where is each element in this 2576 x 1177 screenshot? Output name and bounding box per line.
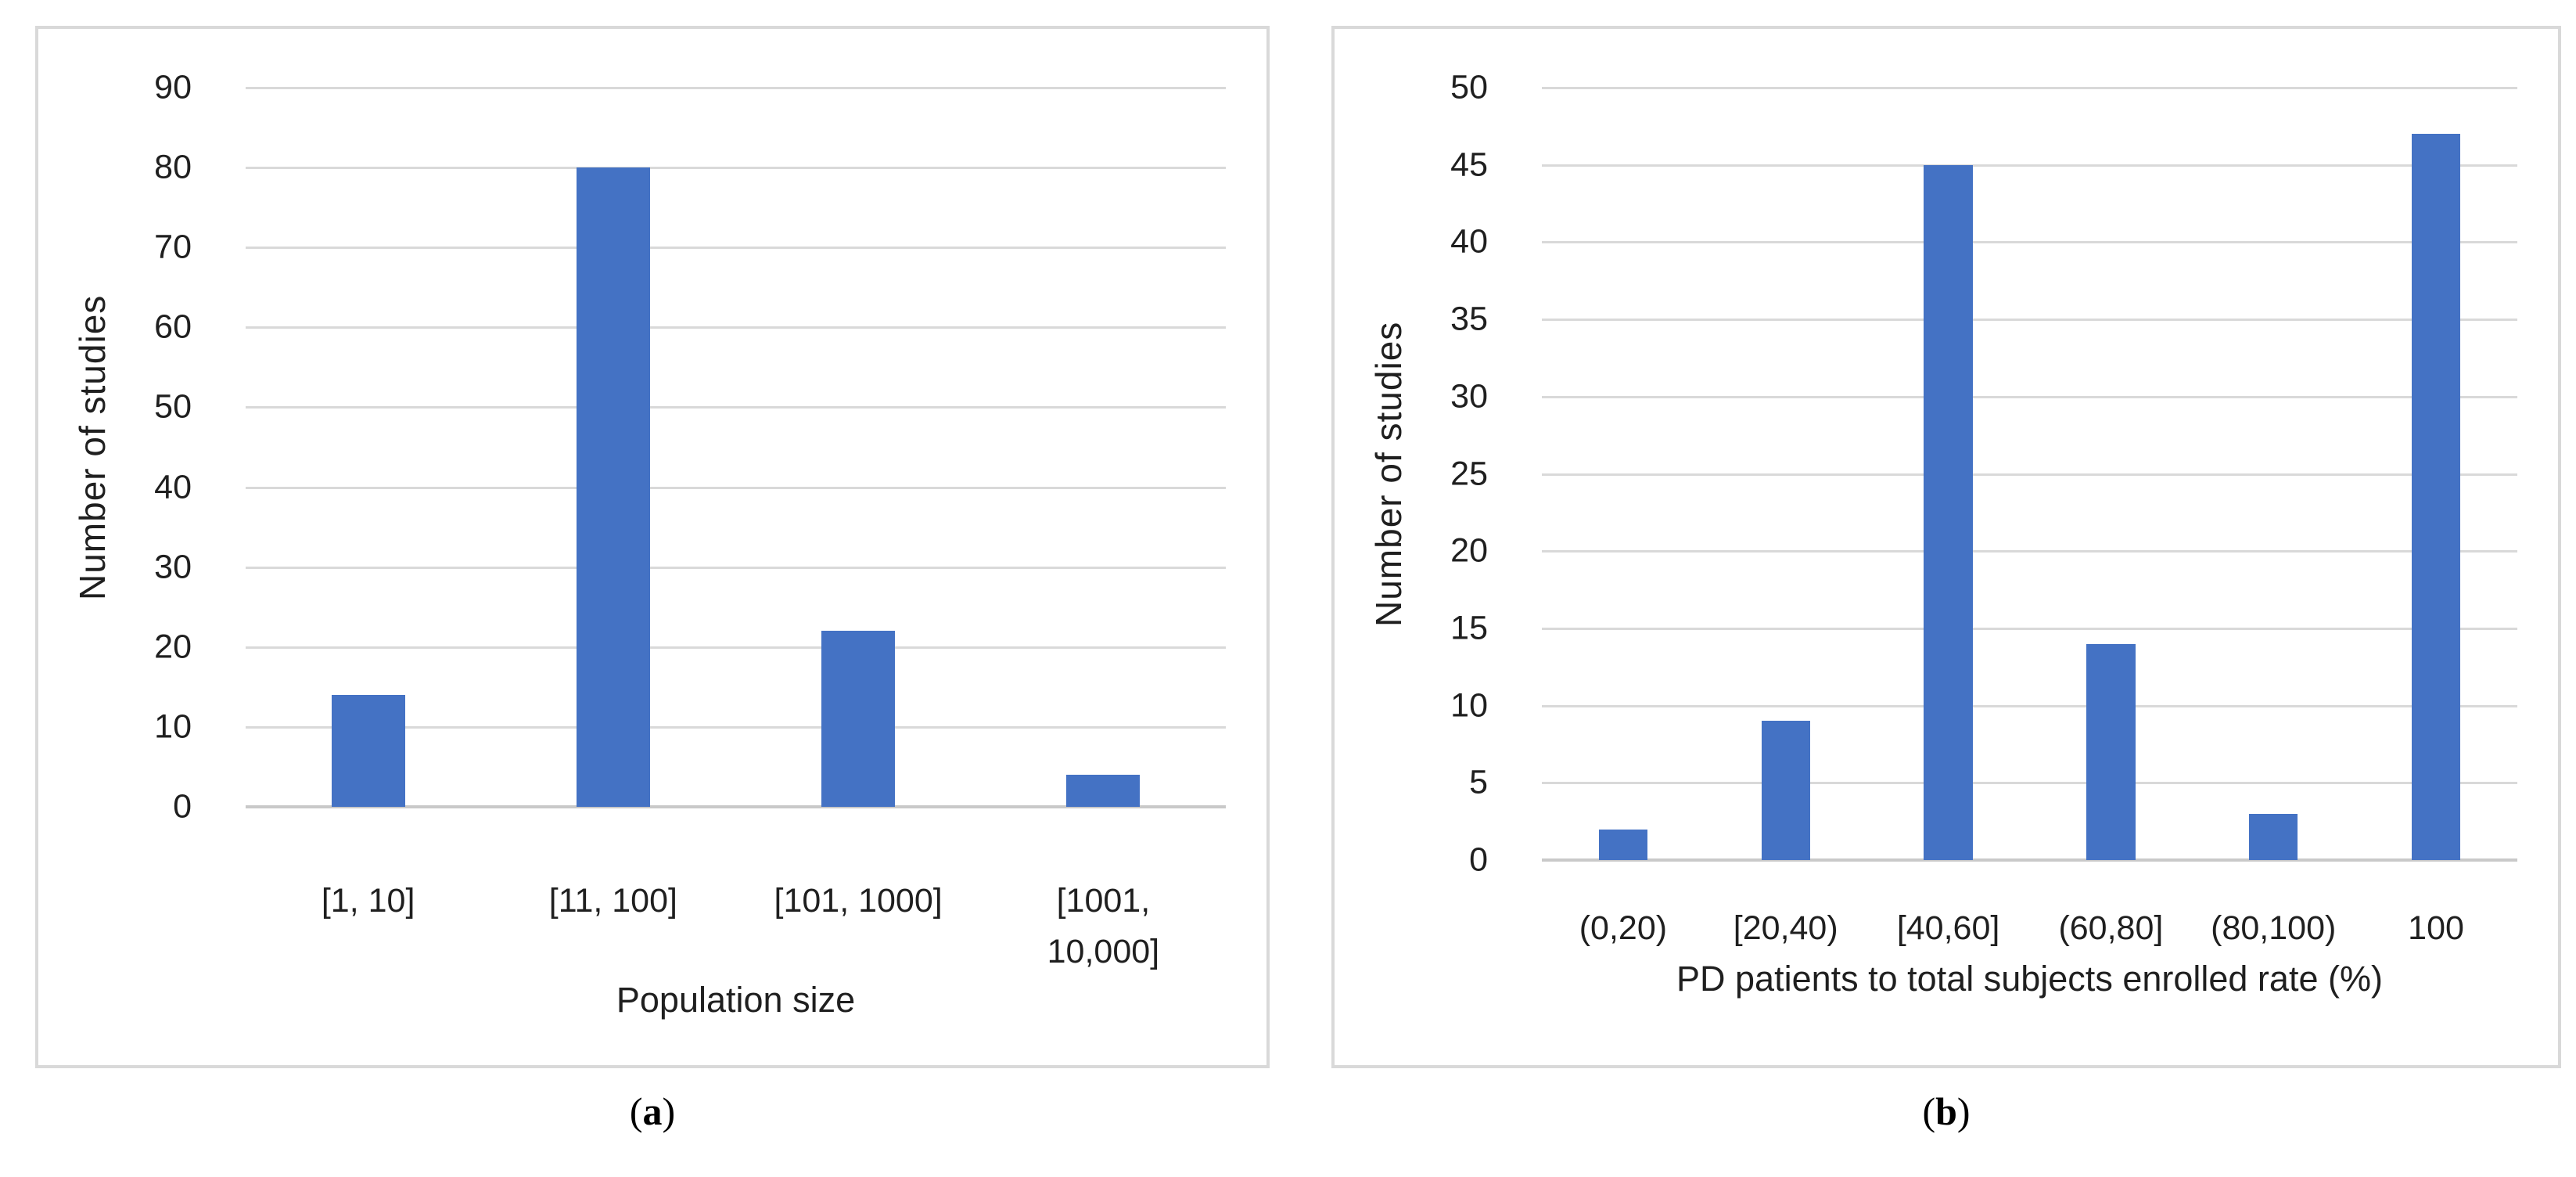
y-tick-label: 50 [154,387,192,426]
gridline [1542,704,2517,707]
bar-3 [821,631,896,807]
subfigure-b: Number of studies 0 5 10 15 20 25 30 35 40 45 50 (… [1331,0,2561,1134]
bar-1 [331,695,405,807]
x-category-label: (80,100) [2211,909,2337,947]
bar-slot [2192,88,2355,860]
y-tick-label: 50 [1450,68,1488,106]
x-category-label: [1, 10] [321,882,415,920]
bar-2 [576,167,650,807]
bar-4 [1066,775,1141,807]
x-axis-category-labels: (0,20) [20,40) [40,60] (60,80] (80,100) 100 [1542,903,2517,954]
subfigure-caption-a: (a) [35,1089,1270,1134]
x-category-label: [40,60] [1896,909,2000,947]
gridline [1542,241,2517,244]
caption-open-paren: ( [1922,1089,1936,1133]
y-tick-label: 70 [154,228,192,266]
y-tick-label: 5 [1469,763,1488,801]
gridline [1542,87,2517,89]
gridline [1542,164,2517,167]
bar-2 [1761,721,1810,860]
caption-close-paren: ) [662,1089,676,1133]
x-category-label: [1001, 10,000] [1047,882,1160,970]
caption-letter: a [642,1089,663,1133]
gridline [1542,550,2517,553]
caption-close-paren: ) [1956,1089,1971,1133]
x-axis-category-labels: [1, 10] [11, 100] [101, 1000] [1001, 10,000… [246,876,1226,977]
bar-slot [981,88,1226,807]
bar-slot [490,88,735,807]
x-axis-line [246,805,1226,808]
x-axis-title: Population size [616,980,856,1020]
x-category-label: [20,40) [1733,909,1838,947]
bar-4 [2086,643,2136,860]
bar-slot [736,88,981,807]
y-tick-label: 10 [154,707,192,746]
gridline [246,406,1226,409]
gridline [246,646,1226,649]
y-tick-label: 20 [154,628,192,666]
bar-1 [1598,829,1648,860]
bar-chart-pd-rate: Number of studies 0 5 10 15 20 25 30 35 40 45 50 (… [1335,29,2558,1065]
y-tick-label: 80 [154,148,192,186]
gridline [246,167,1226,170]
y-tick-label: 0 [173,787,192,826]
chart-panel-a: Number of studies 0 10 20 30 40 50 60 70 80 90 [1… [35,26,1270,1068]
gridline [1542,319,2517,322]
gridline [246,725,1226,729]
gridline [246,326,1226,329]
y-tick-label: 30 [1450,377,1488,416]
y-tick-label: 10 [1450,686,1488,725]
gridline [1542,395,2517,398]
y-tick-label: 45 [1450,146,1488,184]
y-tick-label: 20 [1450,531,1488,570]
plot-area [246,87,1226,808]
x-category-label: (60,80] [2058,909,2164,947]
x-category-label: 100 [2408,909,2464,947]
bar-6 [2411,134,2461,860]
bar-slot [1867,88,2030,860]
caption-letter: b [1935,1089,1957,1133]
y-tick-label: 40 [1450,222,1488,261]
bar-slot [2355,88,2517,860]
plot-area [1542,87,2517,862]
y-tick-label: 30 [154,548,192,586]
x-category-label: [11, 100] [548,882,677,920]
bar-slot [246,88,490,807]
y-axis-tick-labels: 0 5 10 15 20 25 30 35 40 45 50 [1335,70,1500,876]
bar-5 [2249,813,2298,860]
x-category-label: (0,20) [1579,909,1668,947]
y-axis-tick-labels: 0 10 20 30 40 50 60 70 80 90 [38,70,204,823]
y-tick-label: 15 [1450,609,1488,647]
chart-panel-b: Number of studies 0 5 10 15 20 25 30 35 40 45 50 (… [1331,26,2561,1068]
x-axis-line [1542,858,2517,862]
subfigure-a: Number of studies 0 10 20 30 40 50 60 70 80 90 [1… [35,0,1270,1134]
y-tick-label: 90 [154,68,192,106]
bar-slot [2029,88,2192,860]
bar-slot [1705,88,1867,860]
gridline [246,566,1226,569]
y-tick-label: 0 [1469,840,1488,879]
gridline [1542,627,2517,630]
y-tick-label: 25 [1450,455,1488,492]
x-category-label: [101, 1000] [774,882,943,920]
y-tick-label: 35 [1450,300,1488,338]
y-tick-label: 40 [154,468,192,506]
subfigure-caption-b: (b) [1331,1089,2561,1134]
x-axis-title: PD patients to total subjects enrolled r… [1676,959,2383,999]
gridline [1542,782,2517,785]
gridline [246,87,1226,89]
caption-open-paren: ( [629,1089,643,1133]
bar-chart-population-size: Number of studies 0 10 20 30 40 50 60 70 80 90 [1… [38,29,1266,1065]
gridline [246,486,1226,489]
bar-3 [1924,164,1973,860]
bar-slot [1542,88,1705,860]
gridline [246,247,1226,250]
y-tick-label: 60 [154,308,192,346]
gridline [1542,473,2517,476]
